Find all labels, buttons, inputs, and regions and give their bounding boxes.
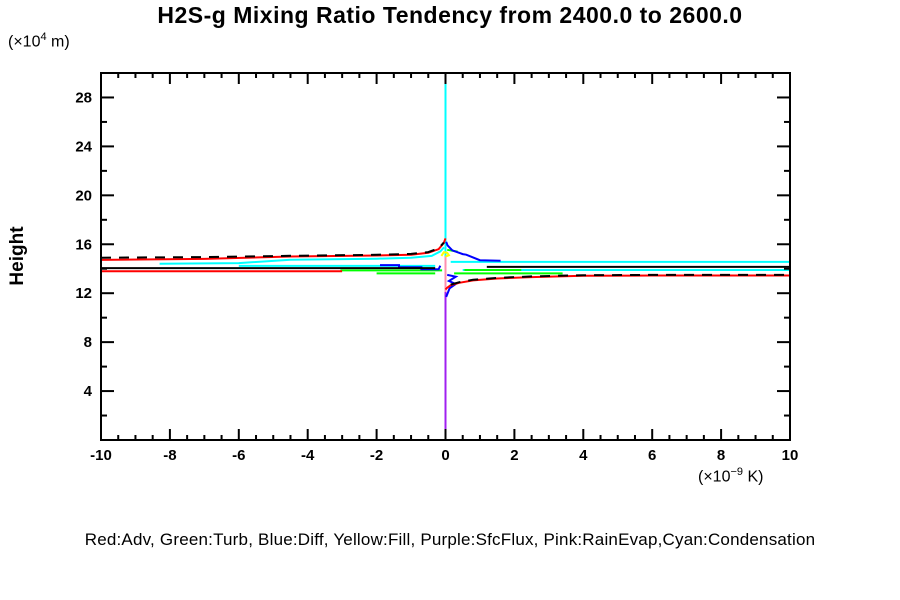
y-axis-unit-exponent: 4 [40,31,47,43]
y-tick-label: 4 [84,383,93,400]
y-tick-label: 12 [75,285,92,302]
chart-title: H2S-g Mixing Ratio Tendency from 2400.0 … [157,2,743,28]
x-tick-label: 4 [579,447,588,464]
x-tick-label: -10 [90,447,112,464]
x-tick-label: 10 [782,447,799,464]
x-tick-label: 6 [648,447,656,464]
y-tick-label: 28 [75,89,92,106]
y-tick-label: 16 [75,236,92,253]
y-axis-unit-prefix: (×10 [8,33,41,51]
y-tick-label: 24 [75,138,92,155]
x-tick-label: 0 [441,447,449,464]
x-tick-label: -4 [301,447,315,464]
series-fill [440,251,451,258]
x-tick-label: 8 [717,447,725,464]
y-tick-label: 20 [75,187,92,204]
series-diff [445,241,501,262]
y-tick-label: 8 [84,334,92,351]
series-adv [444,274,790,291]
x-axis-unit-exponent: −9 [730,466,744,478]
x-tick-label: -8 [163,447,176,464]
x-axis-unit: (×10−9 K) [698,466,763,486]
x-tick-label: 2 [510,447,518,464]
x-axis-unit-prefix: (×10 [698,468,731,486]
series-black-dashed [100,241,445,259]
legend-text: Red:Adv, Green:Turb, Blue:Diff, Yellow:F… [84,530,816,549]
x-axis-unit-suffix: K) [743,468,764,486]
y-axis-unit: (×104 m) [8,31,70,51]
y-axis-unit-suffix: m) [46,33,70,51]
series-condensation [159,246,445,265]
x-tick-label: -6 [232,447,245,464]
x-tick-label: -2 [370,447,383,464]
series-adv [100,238,447,261]
